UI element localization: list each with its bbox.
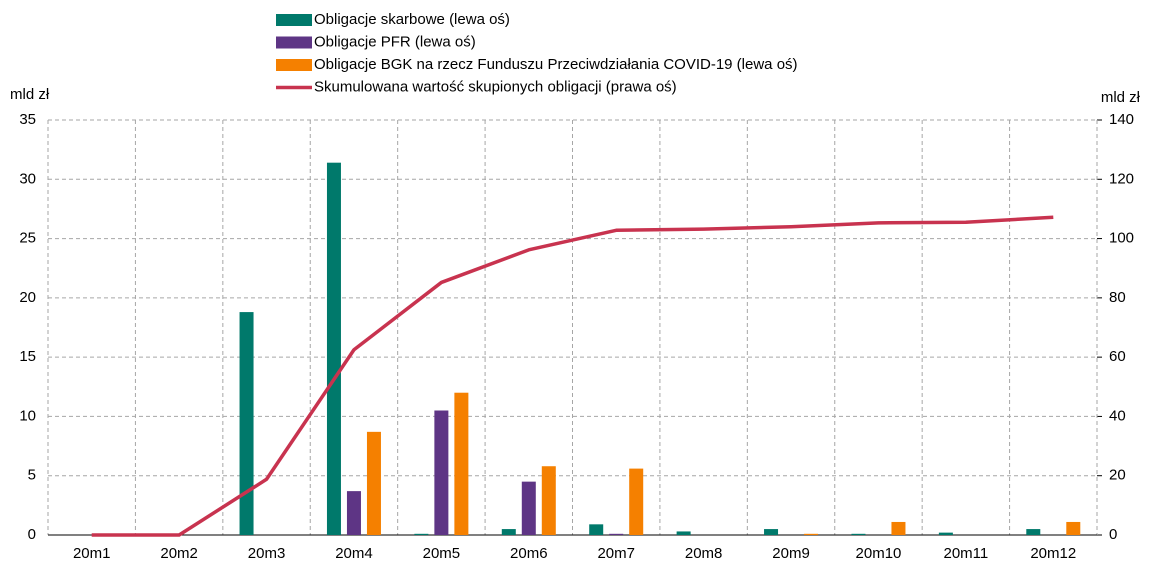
y-axis-label: mld zł	[10, 86, 50, 103]
bar	[589, 524, 604, 535]
y2-tick-label: 40	[1109, 407, 1126, 424]
y-tick-label: 25	[19, 230, 36, 247]
legend-swatch	[276, 59, 312, 71]
y-tick-label: 20	[19, 289, 36, 306]
x-tick-label: 20m10	[856, 545, 902, 562]
bar	[434, 410, 449, 535]
bar	[764, 529, 779, 535]
x-tick-label: 20m7	[597, 545, 635, 562]
y2-tick-label: 80	[1109, 289, 1126, 306]
y-tick-label: 5	[28, 467, 36, 484]
bar	[521, 481, 536, 535]
legend-label: Obligacje PFR (lewa oś)	[314, 33, 476, 50]
bar	[1066, 521, 1081, 535]
y-tick-label: 10	[19, 407, 36, 424]
y2-tick-label: 120	[1109, 170, 1134, 187]
bar	[501, 529, 516, 535]
y2-tick-label: 60	[1109, 348, 1126, 365]
legend-label: Obligacje BGK na rzecz Funduszu Przeciwd…	[314, 56, 798, 73]
bar	[326, 162, 341, 535]
x-tick-label: 20m4	[335, 545, 373, 562]
legend-swatch	[276, 36, 312, 49]
y2-tick-label: 140	[1109, 111, 1134, 128]
y-tick-label: 15	[19, 348, 36, 365]
y-tick-label: 30	[19, 170, 36, 187]
x-tick-label: 20m11	[943, 545, 988, 562]
bar	[804, 533, 819, 535]
legend-swatch	[276, 14, 312, 26]
bar	[1026, 529, 1041, 535]
bar	[454, 392, 469, 535]
bar	[938, 532, 953, 535]
x-tick-label: 20m6	[510, 545, 548, 562]
bar	[891, 521, 906, 535]
bar	[676, 531, 691, 535]
bar	[629, 468, 644, 535]
bar	[239, 312, 254, 535]
y2-tick-label: 0	[1109, 526, 1117, 543]
bar	[609, 533, 624, 535]
y-tick-label: 0	[28, 526, 36, 543]
y2-axis-label: mld zł	[1101, 89, 1141, 106]
bar	[346, 491, 361, 535]
bar	[541, 466, 556, 535]
y2-tick-label: 20	[1109, 467, 1126, 484]
x-tick-label: 20m12	[1030, 545, 1076, 562]
bar	[414, 533, 429, 535]
y2-tick-label: 100	[1109, 230, 1134, 247]
y-tick-label: 35	[19, 111, 36, 128]
bar	[366, 431, 381, 535]
x-tick-label: 20m9	[772, 545, 810, 562]
x-tick-label: 20m8	[685, 545, 723, 562]
x-tick-label: 20m3	[248, 545, 286, 562]
line	[91, 215, 1054, 537]
legend-label: Skumulowana wartość skupionych obligacji…	[314, 78, 677, 95]
x-tick-label: 20m2	[160, 545, 198, 562]
legend-label: Obligacje skarbowe (lewa oś)	[314, 11, 510, 28]
x-tick-label: 20m5	[423, 545, 461, 562]
x-tick-label: 20m1	[73, 545, 111, 562]
bar	[851, 533, 866, 535]
